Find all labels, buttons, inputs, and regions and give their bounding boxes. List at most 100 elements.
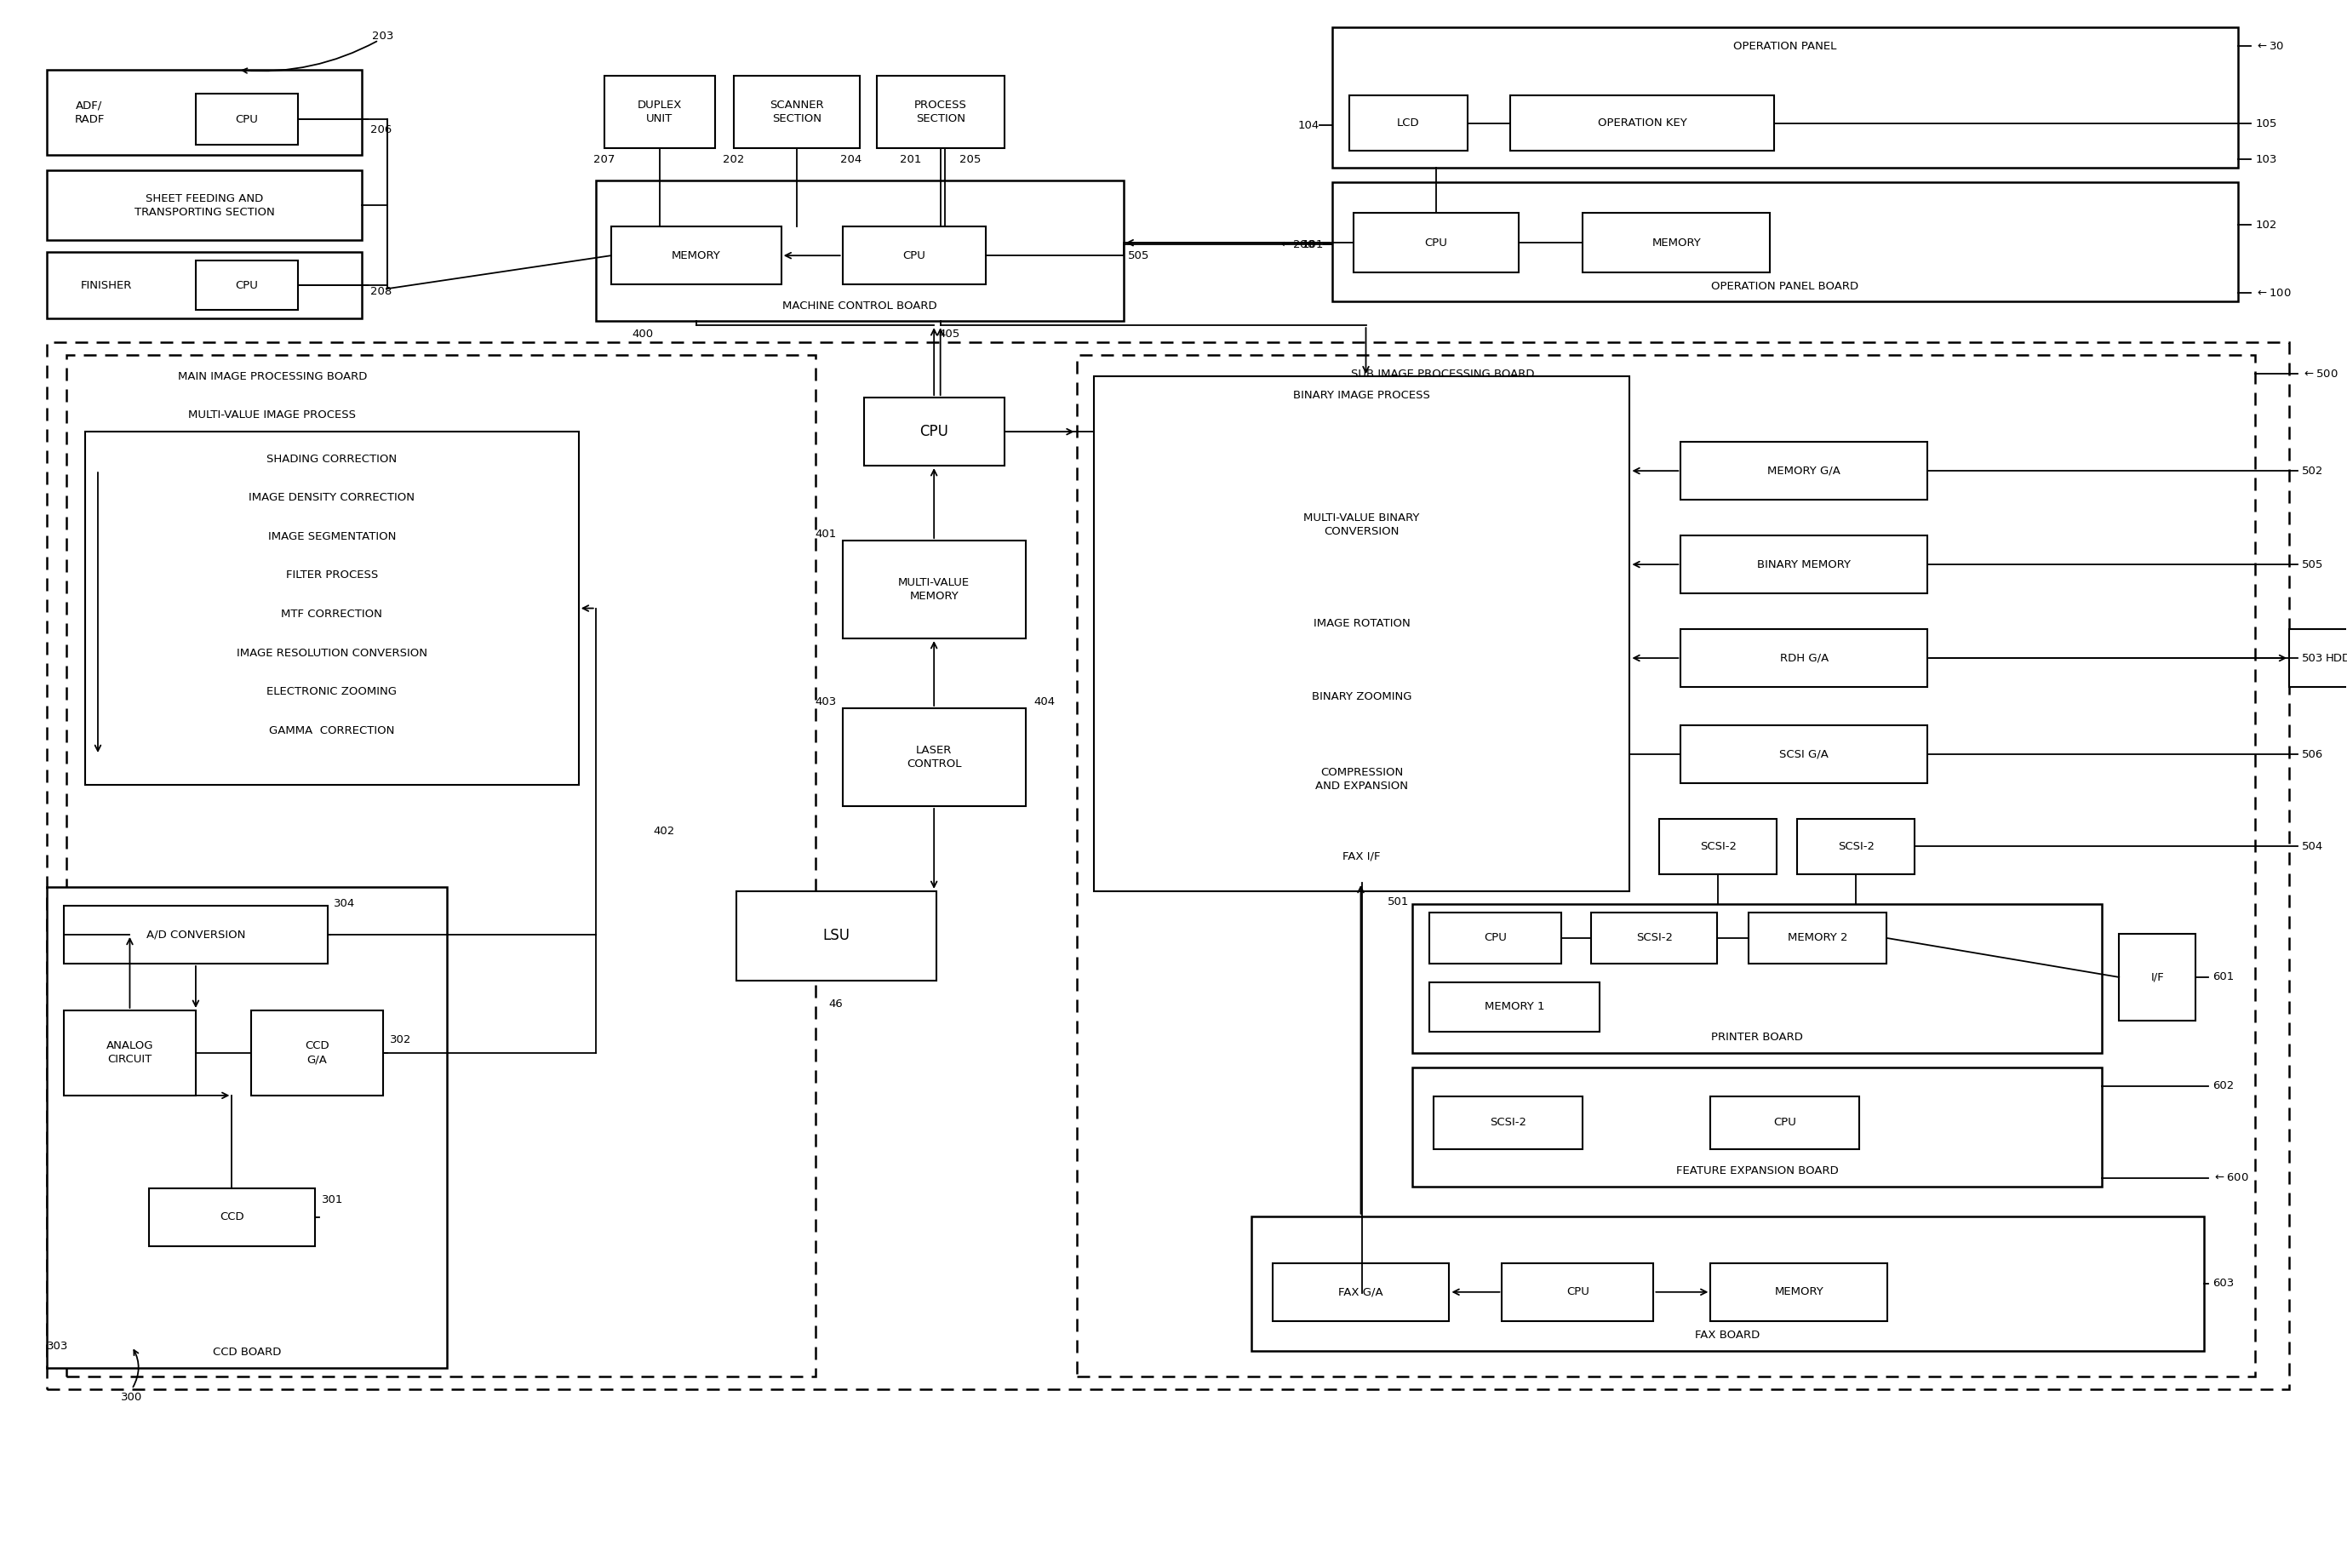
Text: $\leftarrow$30: $\leftarrow$30 xyxy=(2255,41,2284,52)
FancyBboxPatch shape xyxy=(737,891,936,980)
Text: CPU: CPU xyxy=(920,423,948,439)
Text: MACHINE CONTROL BOARD: MACHINE CONTROL BOARD xyxy=(782,299,936,312)
Text: CPU: CPU xyxy=(1565,1286,1589,1298)
Text: SCANNER
SECTION: SCANNER SECTION xyxy=(770,100,824,124)
Text: 300: 300 xyxy=(122,1392,143,1403)
Text: MAIN IMAGE PROCESSING BOARD: MAIN IMAGE PROCESSING BOARD xyxy=(178,372,366,383)
Text: IMAGE RESOLUTION CONVERSION: IMAGE RESOLUTION CONVERSION xyxy=(237,648,427,659)
Text: 207: 207 xyxy=(594,154,615,165)
Text: 208: 208 xyxy=(371,285,392,296)
Text: FINISHER: FINISHER xyxy=(80,279,131,290)
FancyBboxPatch shape xyxy=(843,227,986,284)
Text: FAX BOARD: FAX BOARD xyxy=(1695,1330,1760,1341)
Text: A/D CONVERSION: A/D CONVERSION xyxy=(146,930,246,941)
Text: 204: 204 xyxy=(840,154,861,165)
Text: 101: 101 xyxy=(1303,238,1324,249)
FancyBboxPatch shape xyxy=(1680,726,1927,782)
Text: SHADING CORRECTION: SHADING CORRECTION xyxy=(268,453,397,464)
FancyBboxPatch shape xyxy=(610,227,782,284)
Text: FILTER PROCESS: FILTER PROCESS xyxy=(286,569,378,580)
Text: MEMORY G/A: MEMORY G/A xyxy=(1767,466,1840,477)
Text: BINARY MEMORY: BINARY MEMORY xyxy=(1758,558,1852,571)
Text: DUPLEX
UNIT: DUPLEX UNIT xyxy=(638,100,683,124)
Text: FEATURE EXPANSION BOARD: FEATURE EXPANSION BOARD xyxy=(1676,1165,1838,1176)
Text: CPU: CPU xyxy=(1483,933,1507,944)
FancyBboxPatch shape xyxy=(875,75,1005,149)
Text: CCD BOARD: CCD BOARD xyxy=(214,1347,282,1358)
FancyBboxPatch shape xyxy=(2119,935,2197,1021)
FancyBboxPatch shape xyxy=(2288,629,2347,687)
Text: CPU: CPU xyxy=(1425,237,1448,248)
Text: MULTI-VALUE BINARY
CONVERSION: MULTI-VALUE BINARY CONVERSION xyxy=(1303,513,1420,538)
Text: SCSI-2: SCSI-2 xyxy=(1490,1116,1528,1129)
Text: ANALOG
CIRCUIT: ANALOG CIRCUIT xyxy=(106,1041,153,1065)
Text: 103: 103 xyxy=(2255,154,2277,165)
Text: BINARY ZOOMING: BINARY ZOOMING xyxy=(1312,691,1411,702)
FancyBboxPatch shape xyxy=(1272,1264,1450,1320)
Text: RDH G/A: RDH G/A xyxy=(1779,652,1828,663)
Text: MEMORY: MEMORY xyxy=(671,249,721,260)
FancyBboxPatch shape xyxy=(195,94,298,144)
FancyBboxPatch shape xyxy=(1413,1068,2103,1187)
FancyBboxPatch shape xyxy=(1110,735,1612,822)
Text: 303: 303 xyxy=(47,1341,68,1352)
Text: 104: 104 xyxy=(1298,119,1319,130)
FancyBboxPatch shape xyxy=(1711,1264,1887,1320)
Text: CPU: CPU xyxy=(1774,1116,1795,1129)
Text: ADF/
RADF: ADF/ RADF xyxy=(75,100,103,125)
Text: I/F: I/F xyxy=(2150,972,2164,983)
Text: SUB IMAGE PROCESSING BOARD: SUB IMAGE PROCESSING BOARD xyxy=(1352,368,1535,379)
FancyBboxPatch shape xyxy=(1659,818,1777,875)
Text: LASER
CONTROL: LASER CONTROL xyxy=(906,745,962,770)
FancyBboxPatch shape xyxy=(1680,536,1927,593)
FancyBboxPatch shape xyxy=(1798,818,1915,875)
FancyBboxPatch shape xyxy=(63,1010,195,1096)
FancyBboxPatch shape xyxy=(1413,905,2103,1052)
Text: 505: 505 xyxy=(1127,249,1150,260)
Text: 46: 46 xyxy=(828,999,843,1010)
Text: 504: 504 xyxy=(2302,840,2324,851)
FancyBboxPatch shape xyxy=(1680,442,1927,500)
FancyBboxPatch shape xyxy=(1110,477,1612,574)
Text: CPU: CPU xyxy=(235,114,258,125)
Text: IMAGE ROTATION: IMAGE ROTATION xyxy=(1314,618,1411,629)
FancyBboxPatch shape xyxy=(1502,1264,1655,1320)
FancyBboxPatch shape xyxy=(1354,213,1519,273)
Text: OPERATION KEY: OPERATION KEY xyxy=(1598,118,1687,129)
Text: CCD: CCD xyxy=(221,1212,244,1223)
Text: 601: 601 xyxy=(2213,972,2234,983)
Text: LCD: LCD xyxy=(1396,118,1420,129)
Text: 202: 202 xyxy=(723,154,744,165)
Text: 302: 302 xyxy=(390,1035,411,1046)
Text: $\leftarrow$600: $\leftarrow$600 xyxy=(2213,1173,2248,1184)
Text: GAMMA  CORRECTION: GAMMA CORRECTION xyxy=(270,724,394,737)
FancyBboxPatch shape xyxy=(148,1189,314,1247)
Text: HDD: HDD xyxy=(2326,652,2347,663)
FancyBboxPatch shape xyxy=(603,75,716,149)
Text: CPU: CPU xyxy=(904,249,925,260)
Text: FAX G/A: FAX G/A xyxy=(1338,1286,1382,1298)
FancyBboxPatch shape xyxy=(735,75,859,149)
Text: 206: 206 xyxy=(371,124,392,135)
FancyBboxPatch shape xyxy=(195,260,298,310)
Text: 502: 502 xyxy=(2302,466,2324,477)
Text: PRINTER BOARD: PRINTER BOARD xyxy=(1711,1032,1802,1043)
FancyBboxPatch shape xyxy=(843,541,1026,638)
Text: MEMORY: MEMORY xyxy=(1774,1286,1824,1298)
Text: 201: 201 xyxy=(899,154,922,165)
FancyBboxPatch shape xyxy=(864,398,1005,466)
Text: LSU: LSU xyxy=(821,928,850,944)
FancyBboxPatch shape xyxy=(1680,629,1927,687)
Text: SCSI-2: SCSI-2 xyxy=(1838,840,1875,851)
Text: 105: 105 xyxy=(2255,118,2277,129)
FancyBboxPatch shape xyxy=(1591,913,1718,964)
Text: $\leftarrow$100: $\leftarrow$100 xyxy=(2255,287,2291,298)
Text: 401: 401 xyxy=(814,528,836,539)
Text: MEMORY 2: MEMORY 2 xyxy=(1788,933,1847,944)
FancyBboxPatch shape xyxy=(1110,829,1612,883)
Text: 301: 301 xyxy=(322,1195,343,1206)
Text: SCSI-2: SCSI-2 xyxy=(1699,840,1737,851)
Text: 205: 205 xyxy=(960,154,981,165)
Text: SCSI G/A: SCSI G/A xyxy=(1779,748,1828,760)
Text: 501: 501 xyxy=(1387,897,1408,908)
